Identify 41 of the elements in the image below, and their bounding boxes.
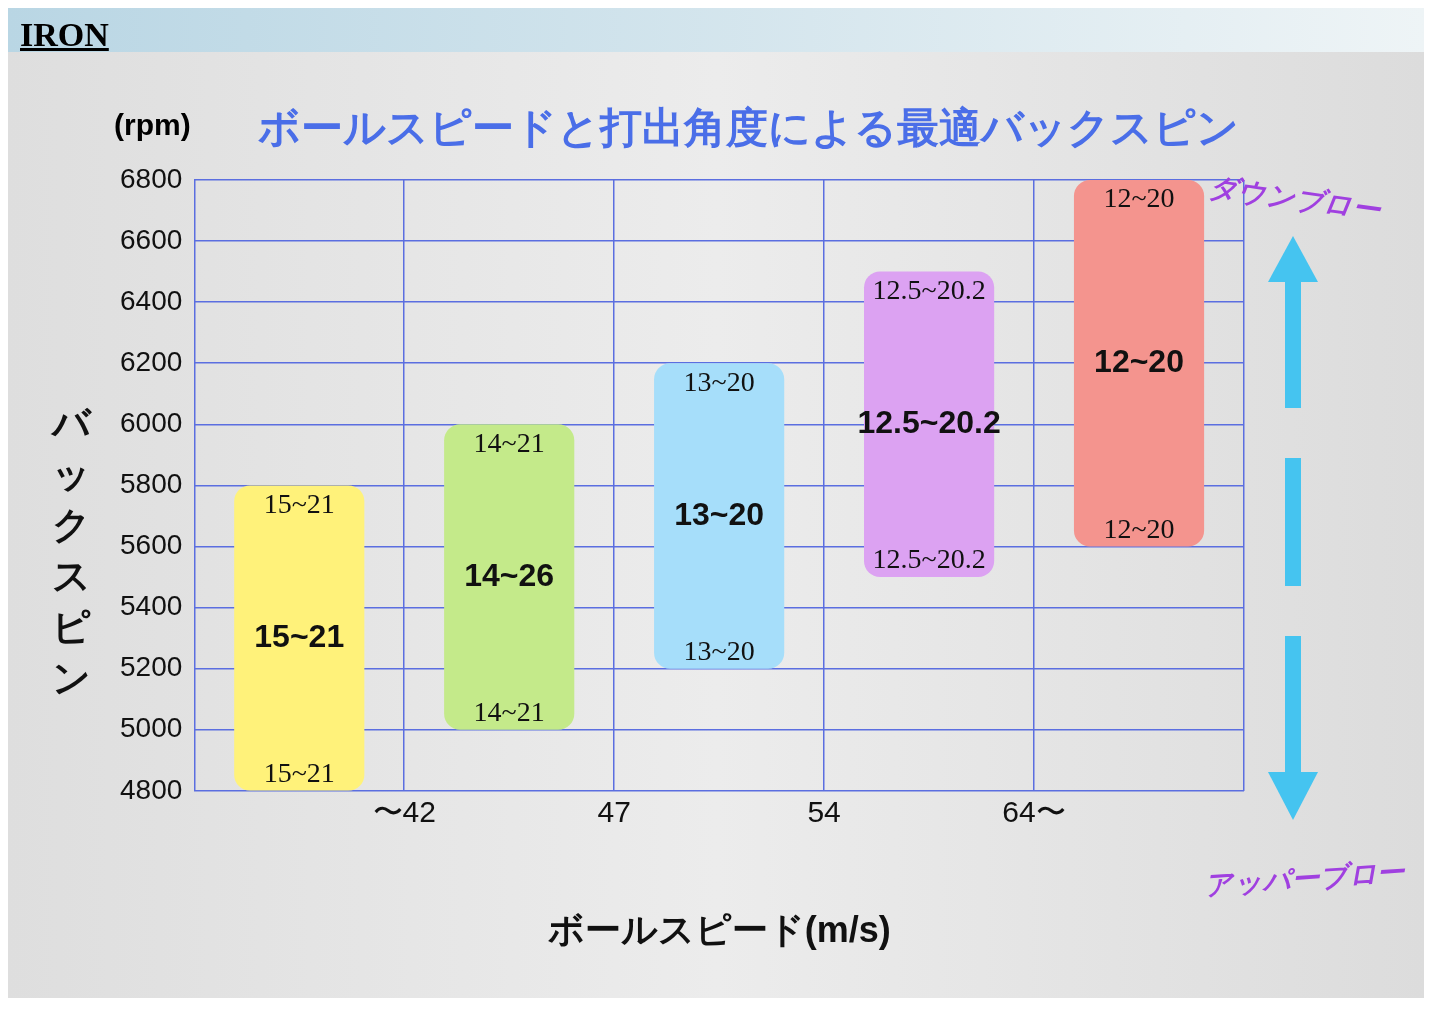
text: 64〜 <box>1002 795 1066 829</box>
annotation: 14~26 <box>464 556 555 593</box>
annotation: 14~21 <box>473 426 545 458</box>
annotation: 13~20 <box>683 365 755 397</box>
text: IRON <box>20 16 109 54</box>
bar <box>234 485 365 791</box>
annotation: 12~20 <box>1094 343 1184 380</box>
annotation: 15~21 <box>254 617 345 654</box>
text: (rpm) <box>114 108 191 142</box>
annotation: 15~21 <box>263 757 335 789</box>
text: 47 <box>597 795 631 829</box>
annotation: 12.5~20.2 <box>872 543 986 575</box>
chart-title: ボールスピードと打出角度による最適バックスピン <box>258 103 1239 153</box>
y-tick-label: 4800 <box>119 773 183 805</box>
annotation: 12.5~20.2 <box>872 273 986 305</box>
y-tick-label: 5800 <box>119 468 183 500</box>
annotation: 12.5~20.2 <box>857 404 1001 441</box>
y-tick-label: 6400 <box>119 284 183 316</box>
y-tick-label: 5400 <box>119 590 183 622</box>
annotation: 13~20 <box>674 495 765 532</box>
bar <box>444 424 575 730</box>
y-tick-label: 5600 <box>119 529 183 561</box>
y-tick-label: 6000 <box>119 407 183 439</box>
text: アッパーブロー <box>1202 855 1407 903</box>
text: 〜42 <box>372 795 436 829</box>
y-tick-label: 6800 <box>119 162 183 194</box>
bar <box>654 363 785 669</box>
annotation: 12~20 <box>1103 512 1175 544</box>
annotation: 15~21 <box>263 487 335 519</box>
annotation: 12~20 <box>1103 182 1175 214</box>
annotation: 14~21 <box>473 696 545 728</box>
y-tick-label: 5200 <box>119 651 183 683</box>
x-axis-title: ボールスピード(m/s) <box>547 909 891 951</box>
y-axis-title: バックスピン <box>52 401 92 701</box>
annotation: ダウンブロー <box>1206 170 1383 228</box>
y-tick-label: 5000 <box>119 712 183 744</box>
bar <box>1073 180 1205 547</box>
text: 54 <box>807 795 841 829</box>
y-tick-label: 6600 <box>119 223 183 255</box>
annotation: 13~20 <box>683 635 755 666</box>
y-tick-label: 6200 <box>119 345 183 377</box>
